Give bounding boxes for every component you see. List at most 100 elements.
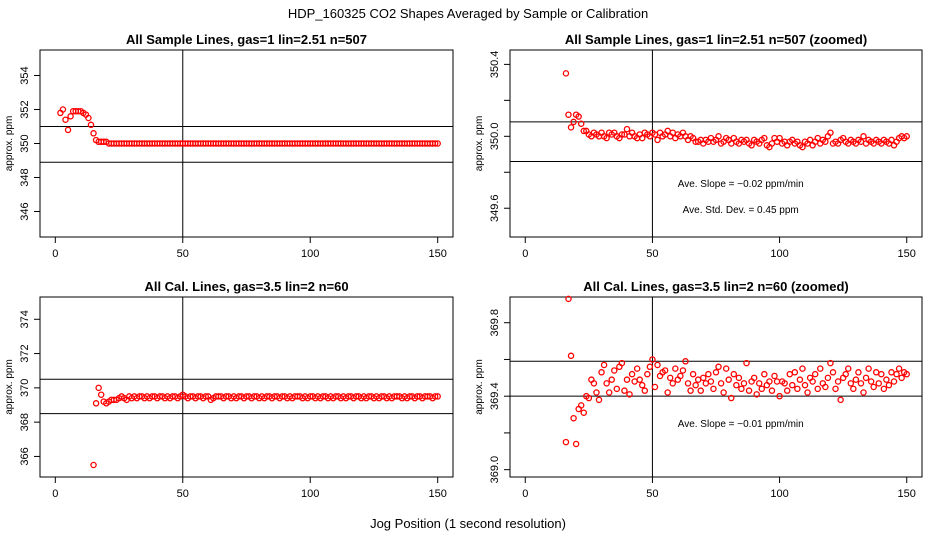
data-point xyxy=(750,374,758,382)
data-point xyxy=(755,380,763,387)
data-point xyxy=(776,392,783,400)
data-point xyxy=(654,361,661,369)
y-tick-label: 348 xyxy=(19,168,31,186)
data-point xyxy=(715,133,722,140)
data-point xyxy=(753,391,760,398)
figure-title: HDP_160325 CO2 Shapes Averaged by Sample… xyxy=(287,6,649,21)
data-point xyxy=(700,374,707,382)
data-point xyxy=(725,376,732,383)
x-tick-label: 100 xyxy=(301,488,319,500)
data-point xyxy=(799,365,806,372)
y-tick-label: 369.4 xyxy=(489,382,501,410)
data-point xyxy=(720,389,727,396)
annotation-text: Ave. Std. Dev. = 0.45 ppm xyxy=(683,205,799,216)
data-point xyxy=(875,380,883,387)
data-point xyxy=(434,393,441,400)
data-point xyxy=(717,380,725,387)
data-point xyxy=(883,376,890,383)
data-point xyxy=(837,396,844,404)
data-point xyxy=(90,461,97,469)
data-point xyxy=(585,394,593,402)
data-point xyxy=(567,124,575,131)
data-point xyxy=(893,370,900,378)
data-points xyxy=(57,106,441,147)
data-point xyxy=(814,385,821,393)
y-axis-label: approx. ppm xyxy=(4,359,15,415)
y-tick-label: 369.0 xyxy=(489,456,501,484)
data-point xyxy=(811,370,819,378)
data-point xyxy=(689,370,697,378)
data-point xyxy=(824,374,832,382)
data-point xyxy=(611,367,618,374)
panel-3: All Cal. Lines, gas=3.5 lin=2 n=60 0 50 100… xyxy=(4,279,454,500)
data-point xyxy=(618,359,626,367)
y-tick-label: 354 xyxy=(19,66,31,84)
data-point xyxy=(687,387,694,394)
data-point xyxy=(638,134,646,142)
data-point xyxy=(758,385,766,393)
data-point xyxy=(702,380,710,387)
data-point xyxy=(771,372,778,380)
data-point xyxy=(628,370,636,378)
data-point xyxy=(565,111,572,118)
data-point xyxy=(738,385,745,393)
data-point xyxy=(827,359,834,367)
data-point xyxy=(743,359,750,367)
x-tick-label: 0 xyxy=(52,488,58,500)
data-point xyxy=(649,356,656,363)
data-point xyxy=(664,389,671,396)
data-point xyxy=(776,134,783,142)
data-point xyxy=(870,383,877,391)
data-point xyxy=(572,440,580,448)
data-point xyxy=(903,370,910,378)
x-tick-label: 0 xyxy=(522,248,528,260)
x-tick-label: 0 xyxy=(522,488,528,500)
panel-2: All Sample Lines, gas=1 lin=2.51 n=507 (… xyxy=(474,32,923,260)
data-point xyxy=(646,363,654,371)
data-point xyxy=(834,378,842,385)
y-axis-label: approx. ppm xyxy=(474,359,485,415)
data-point xyxy=(97,391,105,398)
x-tick-label: 0 xyxy=(52,248,58,260)
data-point xyxy=(605,389,613,396)
data-point xyxy=(733,381,740,389)
data-point xyxy=(827,129,834,136)
data-point xyxy=(735,374,743,382)
data-point xyxy=(580,127,588,135)
data-point xyxy=(570,414,577,422)
data-point xyxy=(857,380,865,387)
data-point xyxy=(644,370,651,378)
data-point xyxy=(669,380,677,387)
x-tick-label: 100 xyxy=(301,248,319,260)
data-point xyxy=(761,370,768,378)
y-tick-label: 350.0 xyxy=(489,123,501,151)
data-point xyxy=(565,295,572,303)
data-point xyxy=(895,365,903,372)
data-point xyxy=(728,394,735,402)
data-point xyxy=(799,143,806,151)
data-point xyxy=(633,365,641,372)
y-tick-label: 346 xyxy=(19,202,31,220)
data-point xyxy=(852,376,860,383)
y-tick-label: 350 xyxy=(19,134,31,152)
data-point xyxy=(844,365,852,372)
x-tick-label: 100 xyxy=(770,248,788,260)
data-point xyxy=(95,384,102,392)
data-point xyxy=(626,391,633,398)
data-point xyxy=(577,402,585,409)
data-point xyxy=(801,381,809,389)
data-point xyxy=(715,363,722,371)
data-point xyxy=(577,120,585,127)
data-point xyxy=(567,352,575,360)
data-point xyxy=(623,125,631,133)
data-point xyxy=(842,370,849,378)
figure-x-axis-label: Jog Position (1 second resolution) xyxy=(370,516,566,531)
x-tick-label: 150 xyxy=(429,248,447,260)
data-point xyxy=(570,118,577,126)
data-point xyxy=(694,376,702,383)
data-point xyxy=(885,381,893,389)
data-point xyxy=(860,133,867,140)
x-tick-label: 100 xyxy=(770,488,788,500)
data-point xyxy=(860,389,867,396)
